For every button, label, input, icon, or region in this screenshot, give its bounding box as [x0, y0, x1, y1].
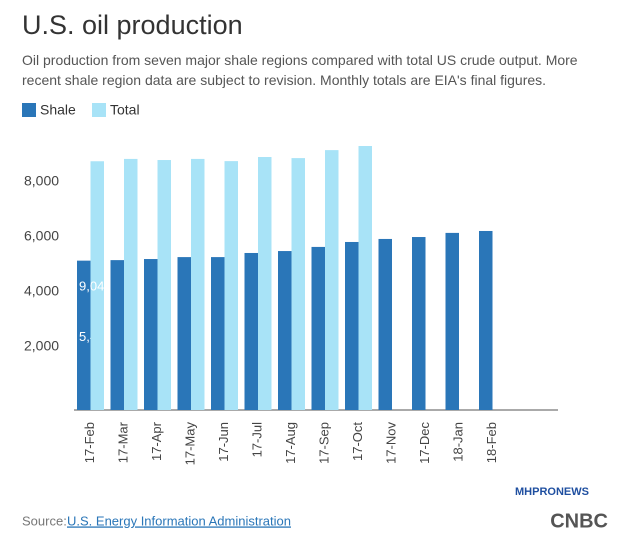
x-tick-label: 18-Jan: [450, 422, 465, 462]
x-tick-label: 17-Apr: [149, 421, 164, 461]
x-tick-label: 17-Feb: [82, 422, 97, 463]
bar: [325, 150, 339, 410]
bar: [258, 157, 272, 410]
bar: [445, 232, 459, 410]
bar: [224, 161, 238, 410]
x-tick-label: 17-Aug: [283, 422, 298, 464]
bar: [90, 161, 104, 410]
bar: [211, 257, 225, 410]
legend-label: Total: [110, 102, 140, 118]
legend-swatch: [22, 103, 36, 117]
x-tick-label: 17-Mar: [115, 421, 130, 463]
bar: [412, 237, 426, 410]
x-tick-label: 17-Dec: [417, 422, 432, 464]
source-prefix: Source:: [22, 513, 67, 528]
y-tick-label: 4,000: [24, 283, 59, 299]
legend-label: Shale: [40, 102, 76, 118]
logo: CNBC: [550, 510, 608, 532]
x-tick-label: 17-Oct: [350, 422, 365, 461]
bar: [144, 259, 158, 410]
bar: [479, 230, 493, 410]
bar: [191, 158, 205, 410]
bar: [358, 146, 372, 410]
watermark: MHPRONEWS: [515, 486, 589, 498]
bar: [345, 241, 359, 410]
x-tick-label: 17-Nov: [383, 422, 398, 464]
bar: [278, 251, 292, 410]
bar: [244, 252, 258, 410]
x-tick-label: 18-Feb: [484, 422, 499, 463]
x-tick-label: 17-Sep: [316, 422, 331, 464]
bar: [157, 160, 171, 410]
data-label: 9,045: [79, 279, 112, 294]
y-tick-label: 6,000: [24, 228, 59, 244]
x-tick-label: 17-May: [182, 422, 197, 466]
x-tick-label: 17-Jul: [249, 422, 264, 458]
bar: [291, 158, 305, 410]
bar: [177, 257, 191, 410]
chart-title: U.S. oil production: [22, 10, 243, 40]
bar: [311, 246, 325, 410]
subtitle-box: Oil production from seven major shale re…: [22, 52, 578, 88]
bar: [378, 238, 392, 410]
legend-swatch: [92, 103, 106, 117]
y-tick-label: 8,000: [24, 173, 59, 189]
chart-subtitle: Oil production from seven major shale re…: [22, 52, 578, 88]
source-link[interactable]: U.S. Energy Information Administration: [67, 513, 291, 528]
bar: [77, 260, 91, 410]
bar: [124, 158, 138, 410]
y-tick-label: 2,000: [24, 338, 59, 354]
x-tick-label: 17-Jun: [216, 422, 231, 462]
bar: [110, 260, 124, 410]
